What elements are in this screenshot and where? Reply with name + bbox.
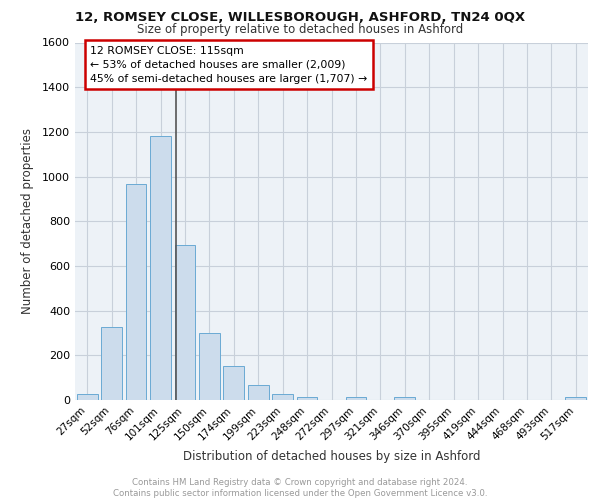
Bar [101,328,122,400]
Text: 12, ROMSEY CLOSE, WILLESBOROUGH, ASHFORD, TN24 0QX: 12, ROMSEY CLOSE, WILLESBOROUGH, ASHFORD… [75,11,525,24]
Text: Contains HM Land Registry data © Crown copyright and database right 2024.
Contai: Contains HM Land Registry data © Crown c… [113,478,487,498]
Bar [565,398,586,400]
Bar [77,394,98,400]
Bar [346,398,367,400]
X-axis label: Distribution of detached houses by size in Ashford: Distribution of detached houses by size … [183,450,480,463]
Text: Size of property relative to detached houses in Ashford: Size of property relative to detached ho… [137,22,463,36]
Bar [150,136,171,400]
Bar [248,386,269,400]
Bar [223,366,244,400]
Bar [272,394,293,400]
Text: 12 ROMSEY CLOSE: 115sqm
← 53% of detached houses are smaller (2,009)
45% of semi: 12 ROMSEY CLOSE: 115sqm ← 53% of detache… [90,46,367,84]
Bar [296,398,317,400]
Bar [199,333,220,400]
Y-axis label: Number of detached properties: Number of detached properties [20,128,34,314]
Bar [175,244,196,400]
Bar [394,398,415,400]
Bar [125,184,146,400]
